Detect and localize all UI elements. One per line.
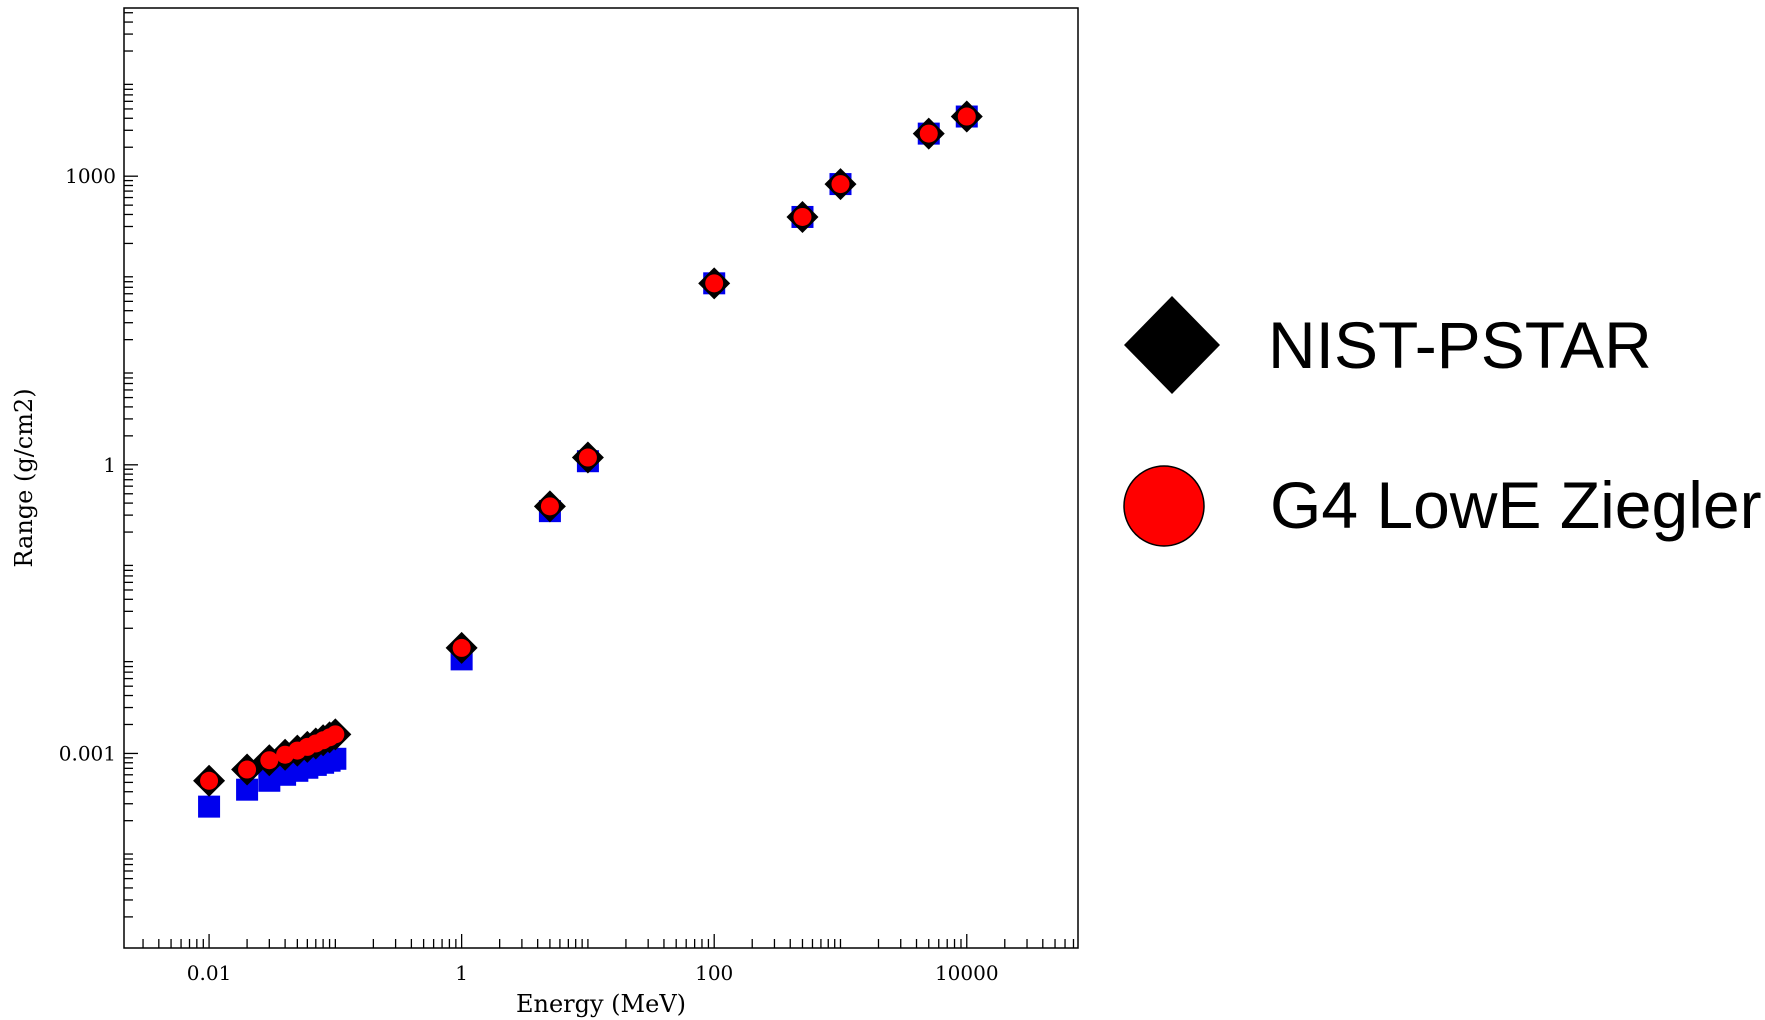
legend-label-g4-lowe-ziegler: G4 LowE Ziegler (1270, 468, 1762, 542)
x-axis-tick-labels: 0.01 1 100 10000 (187, 961, 999, 985)
g4-lowe-ziegler-point (919, 124, 938, 143)
legend-item-nist-pstar: NIST-PSTAR (1124, 296, 1652, 394)
g4-lowe-ziegler-point (238, 760, 257, 779)
g4-lowe-ziegler-point (326, 725, 345, 744)
x-axis-ticks (142, 934, 1075, 948)
legend-item-g4-lowe-ziegler: G4 LowE Ziegler (1123, 465, 1762, 547)
g4-lowe-ziegler-point (540, 497, 559, 516)
y-tick-label: 1 (103, 453, 116, 477)
square-point (324, 747, 347, 770)
y-tick-label: 1000 (65, 164, 116, 188)
y-axis-tick-labels: 0.001 1 1000 (59, 164, 116, 765)
legend-diamond-marker (1124, 296, 1220, 394)
g4-lowe-ziegler-point (831, 175, 850, 194)
y-axis-ticks (124, 12, 138, 918)
square-point (236, 778, 259, 801)
legend-label-nist-pstar: NIST-PSTAR (1268, 308, 1652, 382)
g4-lowe-ziegler-point (578, 448, 597, 467)
x-tick-label: 0.01 (187, 961, 232, 985)
legend-circle-marker (1123, 465, 1205, 547)
g4-lowe-ziegler-point (452, 638, 471, 657)
legend: NIST-PSTAR G4 LowE Ziegler (1123, 296, 1762, 547)
g4-lowe-ziegler-point (957, 107, 976, 126)
plot-frame (123, 7, 1079, 949)
y-axis-title: Range (g/cm2) (10, 388, 38, 567)
x-tick-label: 100 (695, 961, 733, 985)
y-tick-label: 0.001 (59, 741, 116, 765)
x-tick-label: 1 (455, 961, 468, 985)
x-axis-title: Energy (MeV) (516, 990, 686, 1018)
g4-lowe-ziegler-point (260, 751, 279, 770)
g4-lowe-ziegler-point (200, 771, 219, 790)
g4-lowe-ziegler-point (793, 207, 812, 226)
g4-lowe-ziegler-point (705, 274, 724, 293)
data-marks (193, 100, 983, 818)
x-tick-label: 10000 (935, 961, 999, 985)
square-point (198, 795, 221, 818)
